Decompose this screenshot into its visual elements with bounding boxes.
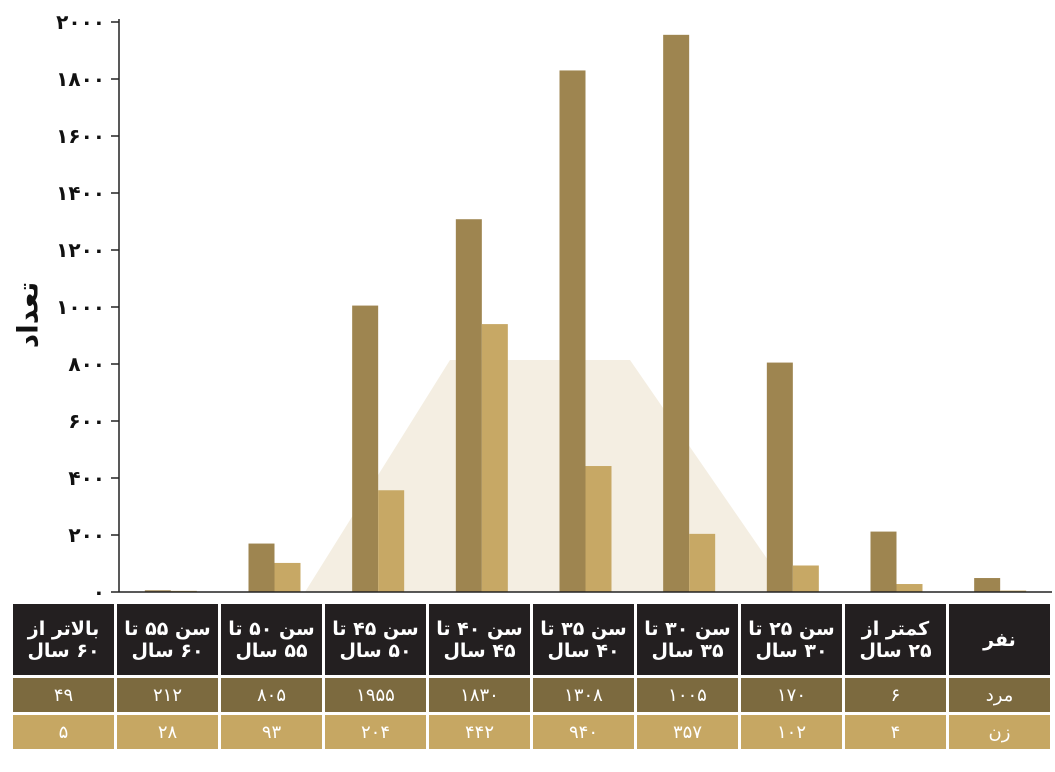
- table-row-women: زن ۴ ۱۰۲ ۳۵۷ ۹۴۰ ۴۴۲ ۲۰۴ ۹۳ ۲۸ ۵: [13, 715, 1050, 749]
- table-header-cell: سن ۵۵ تا ۶۰ سال: [117, 604, 218, 675]
- table-corner-cell: نفر: [949, 604, 1050, 675]
- table-header-row: نفر کمتر از ۲۵ سال سن ۲۵ تا ۳۰ سال سن ۳۰ تا ۳…: [13, 604, 1050, 675]
- y-axis-ticks: ۰ ۲۰۰ ۴۰۰ ۶۰۰ ۸۰۰ ۱۰۰۰ ۱۲۰۰ ۱۴۰۰ ۱۶۰۰ ۱۸۰۰ ۲۰۰۰: [56, 10, 119, 600]
- men-value-cell: ۸۰۵: [221, 678, 322, 712]
- bar-women: [792, 565, 819, 592]
- bar-women: [378, 490, 405, 592]
- y-tick-label: ۱۰۰۰: [56, 295, 105, 319]
- table-header-line: ۲۵ سال: [859, 639, 932, 662]
- table-header-cell: سن ۴۰ تا ۴۵ سال: [429, 604, 530, 675]
- table-header-cell: بالاتر از ۶۰ سال: [13, 604, 114, 675]
- y-tick-label: ۲۰۰۰: [56, 10, 105, 34]
- table-header-cell: کمتر از ۲۵ سال: [845, 604, 946, 675]
- table-header-line: ۴۰ سال: [547, 639, 620, 662]
- y-tick-label: ۰: [93, 580, 105, 600]
- table-header-line: سن ۵۰ تا: [228, 617, 315, 640]
- women-value-cell: ۵: [13, 715, 114, 749]
- men-value-cell: ۲۱۲: [117, 678, 218, 712]
- y-axis-label-box: تعداد: [8, 240, 48, 390]
- table-header-line: کمتر از: [861, 617, 930, 640]
- table-header-cell: سن ۲۵ تا ۳۰ سال: [741, 604, 842, 675]
- y-tick-label: ۶۰۰: [68, 409, 105, 433]
- men-value-cell: ۱۷۰: [741, 678, 842, 712]
- table-header-line: سن ۴۵ تا: [332, 617, 419, 640]
- women-value-cell: ۴: [845, 715, 946, 749]
- table-header-line: ۳۵ سال: [651, 639, 724, 662]
- women-value-cell: ۳۵۷: [637, 715, 738, 749]
- table-header-line: سن ۲۵ تا: [748, 617, 835, 640]
- bar-men: [144, 590, 171, 592]
- women-value-cell: ۲۸: [117, 715, 218, 749]
- y-tick-label: ۱۲۰۰: [56, 238, 105, 262]
- y-tick-label: ۱۴۰۰: [56, 181, 105, 205]
- bar-men: [663, 34, 690, 592]
- y-tick-label: ۱۸۰۰: [56, 67, 105, 91]
- table-header-line: ۵۵ سال: [235, 639, 308, 662]
- bar-women: [585, 466, 612, 592]
- bar-women: [481, 324, 508, 592]
- bar-women: [689, 533, 716, 592]
- bars: [144, 34, 1027, 592]
- men-value-cell: ۴۹: [13, 678, 114, 712]
- men-value-cell: ۱۸۳۰: [429, 678, 530, 712]
- men-value-cell: ۱۰۰۵: [637, 678, 738, 712]
- y-tick-label: ۲۰۰: [68, 523, 105, 547]
- bar-men: [248, 543, 275, 592]
- women-value-cell: ۱۰۲: [741, 715, 842, 749]
- women-row-label: زن: [949, 715, 1050, 749]
- bar-men: [352, 305, 379, 592]
- table-header-line: ۵۰ سال: [339, 639, 412, 662]
- bar-men: [455, 219, 482, 592]
- women-value-cell: ۴۴۲: [429, 715, 530, 749]
- men-value-cell: ۶: [845, 678, 946, 712]
- bar-men: [766, 362, 793, 592]
- men-value-cell: ۱۹۵۵: [325, 678, 426, 712]
- table-header-line: ۳۰ سال: [755, 639, 828, 662]
- women-value-cell: ۲۰۴: [325, 715, 426, 749]
- women-value-cell: ۹۳: [221, 715, 322, 749]
- table-header-cell: سن ۳۰ تا ۳۵ سال: [637, 604, 738, 675]
- table-row-men: مرد ۶ ۱۷۰ ۱۰۰۵ ۱۳۰۸ ۱۸۳۰ ۱۹۵۵ ۸۰۵ ۲۱۲ ۴۹: [13, 678, 1050, 712]
- table-header-cell: سن ۳۵ تا ۴۰ سال: [533, 604, 634, 675]
- table-header-cell: سن ۵۰ تا ۵۵ سال: [221, 604, 322, 675]
- y-tick-label: ۸۰۰: [68, 352, 105, 376]
- y-tick-label: ۱۶۰۰: [56, 124, 105, 148]
- bar-women: [274, 562, 301, 592]
- men-row-label: مرد: [949, 678, 1050, 712]
- men-value-cell: ۱۳۰۸: [533, 678, 634, 712]
- bar-men: [870, 531, 897, 592]
- table-header-line: ۴۵ سال: [443, 639, 516, 662]
- data-table: نفر کمتر از ۲۵ سال سن ۲۵ تا ۳۰ سال سن ۳۰ تا ۳…: [10, 601, 1053, 752]
- y-tick-label: ۴۰۰: [68, 466, 105, 490]
- y-axis-label: تعداد: [11, 281, 45, 349]
- table-header-line: سن ۵۵ تا: [124, 617, 211, 640]
- table-header-line: ۶۰ سال: [131, 639, 204, 662]
- table-header-line: سن ۳۵ تا: [540, 617, 627, 640]
- bar-men: [974, 578, 1001, 592]
- table-header-line: سن ۳۰ تا: [644, 617, 731, 640]
- bar-men: [559, 70, 586, 592]
- bar-women: [896, 584, 923, 592]
- table-header-line: ۶۰ سال: [27, 639, 100, 662]
- women-value-cell: ۹۴۰: [533, 715, 634, 749]
- table-header-cell: سن ۴۵ تا ۵۰ سال: [325, 604, 426, 675]
- table-header-line: بالاتر از: [27, 617, 100, 640]
- bar-chart: ۰ ۲۰۰ ۴۰۰ ۶۰۰ ۸۰۰ ۱۰۰۰ ۱۲۰۰ ۱۴۰۰ ۱۶۰۰ ۱۸۰۰ ۲۰۰۰: [56, 10, 1052, 600]
- table-header-line: سن ۴۰ تا: [436, 617, 523, 640]
